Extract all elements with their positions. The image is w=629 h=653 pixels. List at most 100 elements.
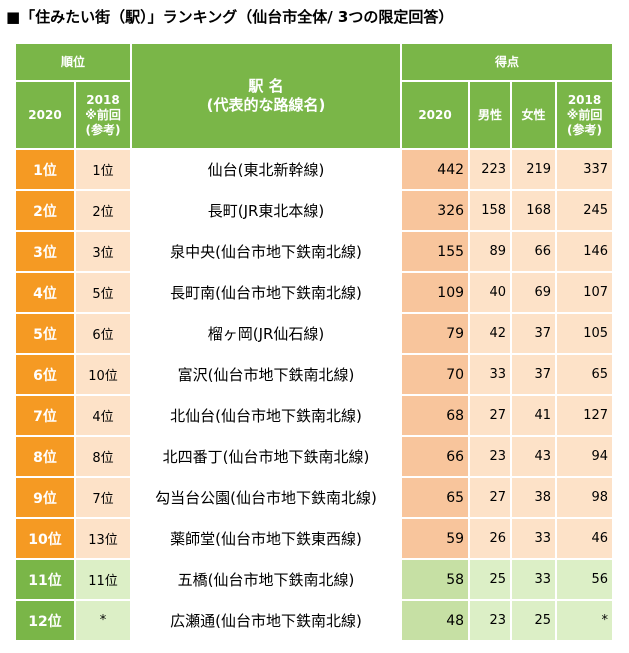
rank-2018: 10位 [73, 353, 133, 396]
score-2020: 58 [400, 558, 471, 601]
table-row: 5位 6位 榴ヶ岡(JR仙石線) 79 42 37 105 [14, 312, 615, 355]
score-male: 42 [468, 312, 513, 355]
rank-2018: 1位 [73, 148, 133, 191]
score-2020: 79 [400, 312, 471, 355]
header-rank: 順位 [13, 42, 133, 82]
score-male: 23 [468, 599, 513, 642]
table-row: 11位 11位 五橋(仙台市地下鉄南北線) 58 25 33 56 [14, 558, 615, 601]
score-female: 66 [510, 230, 558, 273]
rank-2020: 3位 [14, 230, 76, 273]
score-female: 219 [510, 148, 558, 191]
station: 五橋(仙台市地下鉄南北線) [130, 558, 403, 601]
score-2018: 98 [555, 476, 615, 519]
ranking-table: 順位 駅 名 (代表的な路線名) 得点 2020 2018 ※前回 (参考) 2… [13, 42, 615, 642]
score-2018: 105 [555, 312, 615, 355]
rank-2020: 12位 [14, 599, 76, 642]
rank-2020: 7位 [14, 394, 76, 437]
table-row: 7位 4位 北仙台(仙台市地下鉄南北線) 68 27 41 127 [14, 394, 615, 437]
score-2020: 48 [400, 599, 471, 642]
header-male: 男性 [468, 80, 513, 150]
header-station: 駅 名 (代表的な路線名) [130, 42, 403, 150]
score-female: 38 [510, 476, 558, 519]
score-2018: * [555, 599, 615, 642]
station: 北仙台(仙台市地下鉄南北線) [130, 394, 403, 437]
station: 広瀬通(仙台市地下鉄南北線) [130, 599, 403, 642]
rank-2018: 8位 [73, 435, 133, 478]
table-row: 1位 1位 仙台(東北新幹線) 442 223 219 337 [14, 148, 615, 191]
score-2020: 442 [400, 148, 471, 191]
score-2018: 337 [555, 148, 615, 191]
rank-2020: 6位 [14, 353, 76, 396]
rank-2020: 4位 [14, 271, 76, 314]
station: 勾当台公園(仙台市地下鉄南北線) [130, 476, 403, 519]
table-row: 8位 8位 北四番丁(仙台市地下鉄南北線) 66 23 43 94 [14, 435, 615, 478]
station: 泉中央(仙台市地下鉄南北線) [130, 230, 403, 273]
score-male: 158 [468, 189, 513, 232]
score-2020: 66 [400, 435, 471, 478]
header-rank-2020: 2020 [14, 80, 76, 150]
rank-2020: 10位 [14, 517, 76, 560]
score-2020: 326 [400, 189, 471, 232]
score-female: 168 [510, 189, 558, 232]
score-female: 69 [510, 271, 558, 314]
rank-2020: 9位 [14, 476, 76, 519]
station: 北四番丁(仙台市地下鉄南北線) [130, 435, 403, 478]
rank-2020: 2位 [14, 189, 76, 232]
score-2018: 127 [555, 394, 615, 437]
score-male: 223 [468, 148, 513, 191]
station: 富沢(仙台市地下鉄南北線) [130, 353, 403, 396]
table-row: 10位 13位 薬師堂(仙台市地下鉄東西線) 59 26 33 46 [14, 517, 615, 560]
rank-2020: 11位 [14, 558, 76, 601]
rank-2018: 3位 [73, 230, 133, 273]
rank-2018: 5位 [73, 271, 133, 314]
score-male: 89 [468, 230, 513, 273]
score-2020: 109 [400, 271, 471, 314]
score-female: 41 [510, 394, 558, 437]
score-female: 37 [510, 353, 558, 396]
score-female: 43 [510, 435, 558, 478]
score-2020: 70 [400, 353, 471, 396]
table-row: 3位 3位 泉中央(仙台市地下鉄南北線) 155 89 66 146 [14, 230, 615, 273]
rank-2018: 4位 [73, 394, 133, 437]
score-2018: 46 [555, 517, 615, 560]
header-score: 得点 [400, 42, 615, 82]
score-male: 27 [468, 394, 513, 437]
score-2018: 56 [555, 558, 615, 601]
score-male: 23 [468, 435, 513, 478]
table-row: 2位 2位 長町(JR東北本線) 326 158 168 245 [14, 189, 615, 232]
score-male: 33 [468, 353, 513, 396]
score-female: 33 [510, 517, 558, 560]
title: ■「住みたい街（駅）」ランキング（仙台市全体/ 3つの限定回答） [6, 8, 454, 26]
rank-2018: 6位 [73, 312, 133, 355]
rank-2020: 1位 [14, 148, 76, 191]
score-female: 25 [510, 599, 558, 642]
score-2018: 94 [555, 435, 615, 478]
station: 薬師堂(仙台市地下鉄東西線) [130, 517, 403, 560]
table-body: 1位 1位 仙台(東北新幹線) 442 223 219 337 2位 2位 長町(JR東北本線) 3… [14, 148, 615, 642]
score-2020: 155 [400, 230, 471, 273]
header-female: 女性 [510, 80, 558, 150]
score-female: 33 [510, 558, 558, 601]
rank-2018: 7位 [73, 476, 133, 519]
table-row: 4位 5位 長町南(仙台市地下鉄南北線) 109 40 69 107 [14, 271, 615, 314]
header-score-2020: 2020 [400, 80, 471, 150]
station: 仙台(東北新幹線) [130, 148, 403, 191]
station: 長町南(仙台市地下鉄南北線) [130, 271, 403, 314]
header-rank-2018: 2018 ※前回 (参考) [73, 80, 133, 150]
score-male: 27 [468, 476, 513, 519]
score-2020: 59 [400, 517, 471, 560]
station: 榴ヶ岡(JR仙石線) [130, 312, 403, 355]
score-2018: 245 [555, 189, 615, 232]
rank-2018: 13位 [73, 517, 133, 560]
score-2020: 65 [400, 476, 471, 519]
score-2018: 65 [555, 353, 615, 396]
station: 長町(JR東北本線) [130, 189, 403, 232]
rank-2020: 5位 [14, 312, 76, 355]
score-male: 40 [468, 271, 513, 314]
header-score-2018: 2018 ※前回 (参考) [555, 80, 615, 150]
rank-2018: * [73, 599, 133, 642]
score-2018: 146 [555, 230, 615, 273]
score-male: 25 [468, 558, 513, 601]
rank-2018: 11位 [73, 558, 133, 601]
